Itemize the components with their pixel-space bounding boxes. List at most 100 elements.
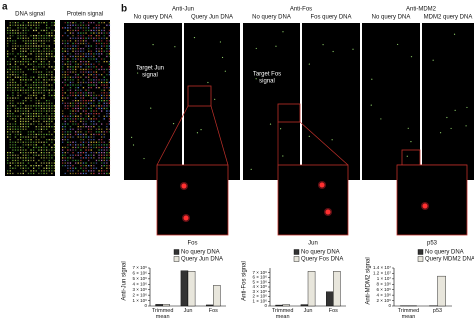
array-spot <box>17 162 19 164</box>
array-spot <box>43 84 45 86</box>
array-spot <box>14 24 17 26</box>
bar <box>155 304 163 307</box>
array-spot <box>106 165 108 167</box>
array-spot <box>98 133 100 136</box>
array-spot <box>38 128 40 130</box>
array-spot <box>90 81 92 84</box>
array-spot <box>64 74 66 76</box>
array-spot <box>43 118 45 120</box>
array-spot <box>40 126 43 128</box>
array-spot <box>80 139 82 141</box>
array-spot <box>53 144 56 146</box>
array-spot <box>53 50 56 52</box>
array-spot <box>30 76 32 78</box>
array-spot <box>51 133 53 136</box>
array-spot <box>101 154 103 156</box>
array-spot <box>48 102 50 104</box>
array-spot <box>93 162 95 164</box>
array-spot <box>22 89 24 91</box>
array-spot <box>35 110 37 112</box>
array-spot <box>95 45 98 47</box>
array-spot <box>12 100 14 102</box>
array-spot <box>14 146 17 149</box>
array-spot <box>98 157 100 159</box>
array-spot <box>53 165 56 167</box>
scan-spot <box>370 104 372 106</box>
array-spot <box>20 71 22 73</box>
image-label: DNA signal <box>15 12 45 18</box>
array-spot <box>72 102 74 104</box>
array-spot <box>103 141 105 143</box>
array-spot <box>12 105 14 107</box>
array-spot <box>46 120 48 123</box>
array-spot <box>103 32 105 34</box>
array-spot <box>40 105 43 107</box>
array-spot <box>98 128 100 130</box>
array-spot <box>72 159 74 162</box>
array-spot <box>69 24 72 26</box>
array-spot <box>93 141 95 143</box>
array-spot <box>75 100 77 102</box>
legend-swatch <box>417 249 424 255</box>
array-spot <box>17 68 19 71</box>
array-spot <box>75 113 77 115</box>
array-spot <box>33 48 35 50</box>
array-spot <box>35 66 37 68</box>
array-spot <box>85 146 87 149</box>
array-spot <box>30 87 32 89</box>
array-spot <box>64 165 66 167</box>
array-spot <box>40 63 43 65</box>
array-spot <box>22 63 24 65</box>
array-spot <box>80 141 82 143</box>
array-spot <box>12 123 14 125</box>
array-spot <box>82 97 85 99</box>
array-spot <box>77 58 79 60</box>
array-spot <box>51 32 53 34</box>
array-spot <box>51 66 53 68</box>
array-spot <box>72 58 74 60</box>
image-label: Protein signal <box>67 12 103 18</box>
array-spot <box>51 120 53 123</box>
array-spot <box>20 126 22 128</box>
array-spot <box>95 81 98 84</box>
array-spot <box>93 157 95 159</box>
array-spot <box>93 120 95 123</box>
array-spot <box>108 131 111 133</box>
array-spot <box>40 50 43 52</box>
array-spot <box>108 97 111 99</box>
array-spot <box>22 162 24 164</box>
array-spot <box>88 58 90 60</box>
array-spot <box>80 71 82 73</box>
array-spot <box>106 94 108 97</box>
array-spot <box>69 136 72 138</box>
array-spot <box>14 123 17 125</box>
scan-spot <box>465 125 467 127</box>
array-spot <box>48 27 50 29</box>
array-spot <box>98 87 100 89</box>
array-spot <box>33 92 35 94</box>
array-spot <box>20 61 22 63</box>
array-spot <box>46 105 48 107</box>
array-spot <box>43 170 45 172</box>
array-spot <box>9 136 11 138</box>
scan-spot <box>352 48 354 50</box>
legend-label: Query Fos DNA <box>301 257 343 263</box>
array-spot <box>30 97 32 99</box>
array-spot <box>35 61 37 63</box>
array-spot <box>46 68 48 71</box>
array-spot <box>17 53 19 55</box>
array-spot <box>17 87 19 89</box>
array-spot <box>46 128 48 130</box>
array-spot <box>22 76 24 78</box>
array-spot <box>72 113 74 115</box>
array-spot <box>7 29 9 32</box>
array-spot <box>62 40 64 42</box>
array-spot <box>48 118 50 120</box>
array-spot <box>17 110 19 112</box>
array-spot <box>20 115 22 117</box>
array-spot <box>64 76 66 78</box>
array-spot <box>38 139 40 141</box>
array-spot <box>69 37 72 39</box>
array-spot <box>85 42 87 45</box>
array-spot <box>75 63 77 65</box>
